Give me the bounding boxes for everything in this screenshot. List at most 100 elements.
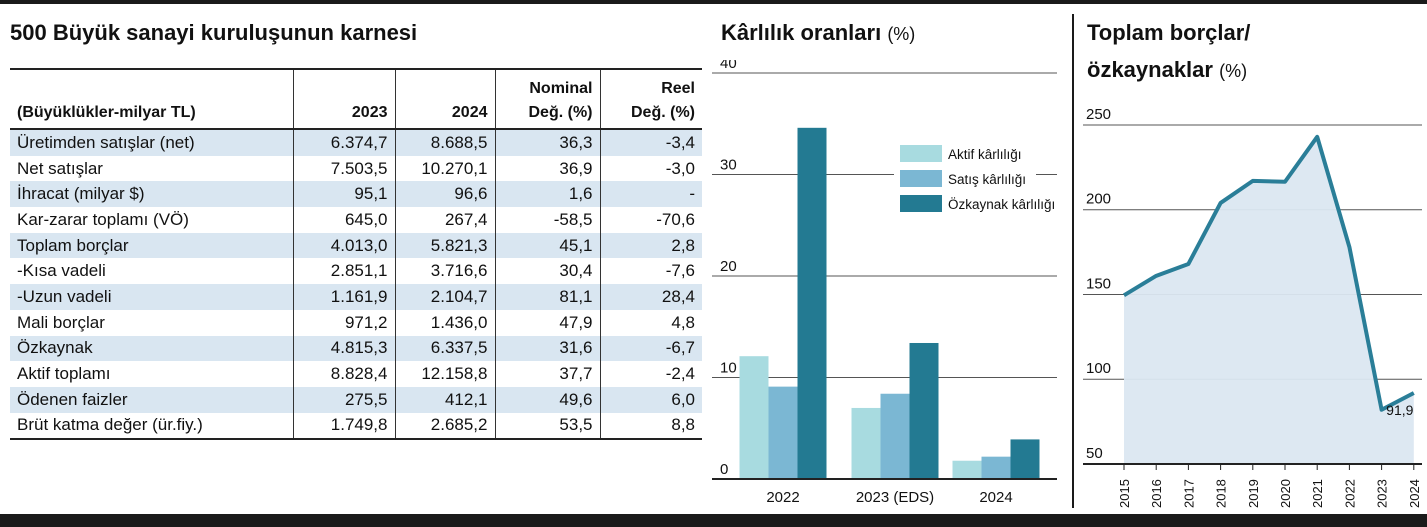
header-row-1: Nominal Reel — [10, 68, 702, 98]
table-row: Net satışlar 7.503,5 10.270,1 36,9 -3,0 — [10, 155, 702, 182]
row-label: Ödenen faizler — [10, 386, 293, 413]
table-cell: 971,2 — [292, 309, 395, 336]
data-table: Nominal Reel (Büyüklükler-milyar TL) 2023 2… — [10, 68, 702, 441]
y-tick-label: 40 — [720, 60, 737, 72]
table-row: Aktif toplamı 8.828,4 12.158,8 37,7 -2,4 — [10, 361, 702, 387]
table-cell: -7,6 — [599, 258, 702, 285]
x-tick-label: 2024 — [1407, 479, 1422, 508]
table-body: Üretimden satışlar (net) 6.374,7 8.688,5 36… — [10, 129, 702, 441]
table-cell: 2.104,7 — [394, 284, 495, 310]
table-cell: 10.270,1 — [394, 155, 495, 182]
table-row: Brüt katma değer (ür.fiy.) 1.749,8 2.685,2… — [10, 412, 702, 441]
y-tick-label: 10 — [720, 360, 737, 377]
table-cell: 4.815,3 — [292, 335, 395, 362]
bar-aktif — [739, 356, 769, 479]
x-tick-label: 2021 — [1310, 479, 1325, 508]
value-annotation: 91,9 — [1386, 402, 1413, 418]
x-tick-label: 2019 — [1246, 479, 1261, 508]
header-cell — [292, 68, 395, 98]
x-tick-label: 2017 — [1181, 479, 1196, 508]
legend-label: Özkaynak kârlılığı — [948, 197, 1055, 212]
y-tick-label: 100 — [1086, 360, 1111, 377]
x-tick-label: 2016 — [1149, 479, 1164, 508]
header-cell: (Büyüklükler-milyar TL) — [10, 98, 293, 130]
row-label: Mali borçlar — [10, 309, 293, 336]
header-cell: 2024 — [394, 98, 495, 130]
legend-label: Satış kârlılığı — [948, 172, 1026, 187]
bar-chart-title: Kârlılık oranları (%) — [721, 20, 915, 46]
row-label: Net satışlar — [10, 155, 293, 182]
header-cell: 2023 — [292, 98, 395, 130]
table-cell: 2,8 — [599, 232, 702, 259]
x-tick-label: 2015 — [1117, 479, 1132, 508]
legend-label: Aktif kârlılığı — [948, 147, 1022, 162]
table-cell: 3.716,6 — [394, 258, 495, 285]
header-cell — [394, 68, 495, 98]
row-label: -Uzun vadeli — [10, 284, 293, 310]
row-label: Kar-zarar toplamı (VÖ) — [10, 207, 293, 233]
table-cell: 1.436,0 — [394, 309, 495, 336]
table-cell: -6,7 — [599, 335, 702, 362]
bottom-bar — [0, 514, 1427, 527]
x-tick-label: 2020 — [1278, 479, 1293, 508]
table-title: 500 Büyük sanayi kuruluşunun karnesi — [10, 20, 418, 45]
table-cell: 8.828,4 — [292, 361, 395, 387]
table-cell: 49,6 — [494, 386, 600, 413]
x-tick-label: 2018 — [1214, 479, 1229, 508]
row-label: İhracat (milyar $) — [10, 181, 293, 208]
area-chart-unit: (%) — [1219, 61, 1248, 81]
x-tick-label: 2024 — [979, 489, 1012, 506]
top-rule — [0, 0, 1427, 4]
table-cell: 5.821,3 — [394, 232, 495, 259]
table-cell: 81,1 — [494, 284, 600, 310]
table-cell: 6.374,7 — [292, 129, 395, 156]
table-cell: -3,0 — [599, 155, 702, 182]
table-cell: 7.503,5 — [292, 155, 395, 182]
panel-divider — [1072, 14, 1074, 508]
y-tick-label: 0 — [720, 461, 728, 478]
bar-chart: 0 10 20 30 40 2022 2023 (EDS) 2024 Aktif kârlılı… — [712, 60, 1057, 506]
table-cell: 96,6 — [394, 181, 495, 208]
table-cell: 6.337,5 — [394, 335, 495, 362]
table-cell: 30,4 — [494, 258, 600, 285]
x-tick-label: 2023 — [1375, 479, 1390, 508]
table-row: Toplam borçlar 4.013,0 5.821,3 45,1 2,8 — [10, 232, 702, 259]
x-tick-label: 2023 (EDS) — [856, 489, 934, 506]
y-tick-label: 50 — [1086, 445, 1103, 462]
bar-aktif — [952, 460, 982, 479]
area-chart-title-text: özkaynaklar — [1087, 57, 1213, 82]
legend-swatch — [900, 170, 942, 187]
row-label: Özkaynak — [10, 335, 293, 362]
table-row: Mali borçlar 971,2 1.436,0 47,9 4,8 — [10, 309, 702, 336]
table-cell: 47,9 — [494, 309, 600, 336]
table-cell: 412,1 — [394, 386, 495, 413]
table-cell: 8,8 — [599, 412, 702, 441]
y-tick-label: 200 — [1086, 191, 1111, 208]
table-cell: 4.013,0 — [292, 232, 395, 259]
table-cell: 275,5 — [292, 386, 395, 413]
header-cell: Reel — [599, 68, 702, 98]
table-row: -Uzun vadeli 1.161,9 2.104,7 81,1 28,4 — [10, 284, 702, 310]
table-cell: 267,4 — [394, 207, 495, 233]
table-row: Ödenen faizler 275,5 412,1 49,6 6,0 — [10, 386, 702, 413]
bar-satis — [981, 456, 1011, 479]
y-tick-label: 30 — [720, 157, 737, 174]
bar-ozkaynak — [909, 342, 939, 479]
header-cell — [10, 68, 293, 98]
row-label: Toplam borçlar — [10, 232, 293, 259]
bar-satis — [880, 393, 910, 479]
y-tick-label: 20 — [720, 258, 737, 275]
row-label: -Kısa vadeli — [10, 258, 293, 285]
row-label: Aktif toplamı — [10, 361, 293, 387]
table-cell: -3,4 — [599, 129, 702, 156]
table-cell: 37,7 — [494, 361, 600, 387]
table-cell: 28,4 — [599, 284, 702, 310]
table-cell: -58,5 — [494, 207, 600, 233]
table-cell: 1,6 — [494, 181, 600, 208]
table-cell: 4,8 — [599, 309, 702, 336]
table-cell: 53,5 — [494, 412, 600, 441]
table-cell: 31,6 — [494, 335, 600, 362]
bar-ozkaynak — [797, 127, 827, 479]
area-chart-title-line2: özkaynaklar (%) — [1087, 57, 1247, 83]
x-tick-label: 2022 — [766, 489, 799, 506]
